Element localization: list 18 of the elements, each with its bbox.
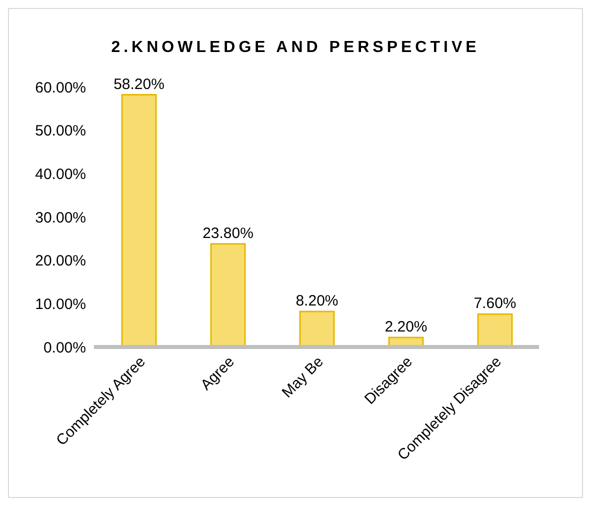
data-label: 7.60%: [474, 295, 516, 312]
y-tick-label: 50.00%: [35, 122, 86, 140]
bar: [210, 243, 246, 347]
y-tick-label: 0.00%: [43, 339, 86, 356]
y-tick-label: 40.00%: [35, 166, 86, 183]
data-label: 2.20%: [384, 318, 428, 336]
data-label: 23.80%: [202, 224, 254, 242]
data-label: 58.20%: [114, 76, 164, 93]
y-tick-label: 30.00%: [35, 209, 86, 226]
bar: [299, 310, 335, 347]
bar: [121, 94, 157, 347]
y-tick-label: 20.00%: [35, 252, 86, 270]
bar: [477, 313, 513, 347]
x-tick-label: May Be: [278, 353, 327, 402]
y-tick-label: 10.00%: [35, 296, 86, 313]
y-tick-label: 60.00%: [35, 79, 86, 96]
data-label: 8.20%: [296, 292, 338, 310]
chart-title: 2.KNOWLEDGE AND PERSPECTIVE: [110, 38, 481, 57]
